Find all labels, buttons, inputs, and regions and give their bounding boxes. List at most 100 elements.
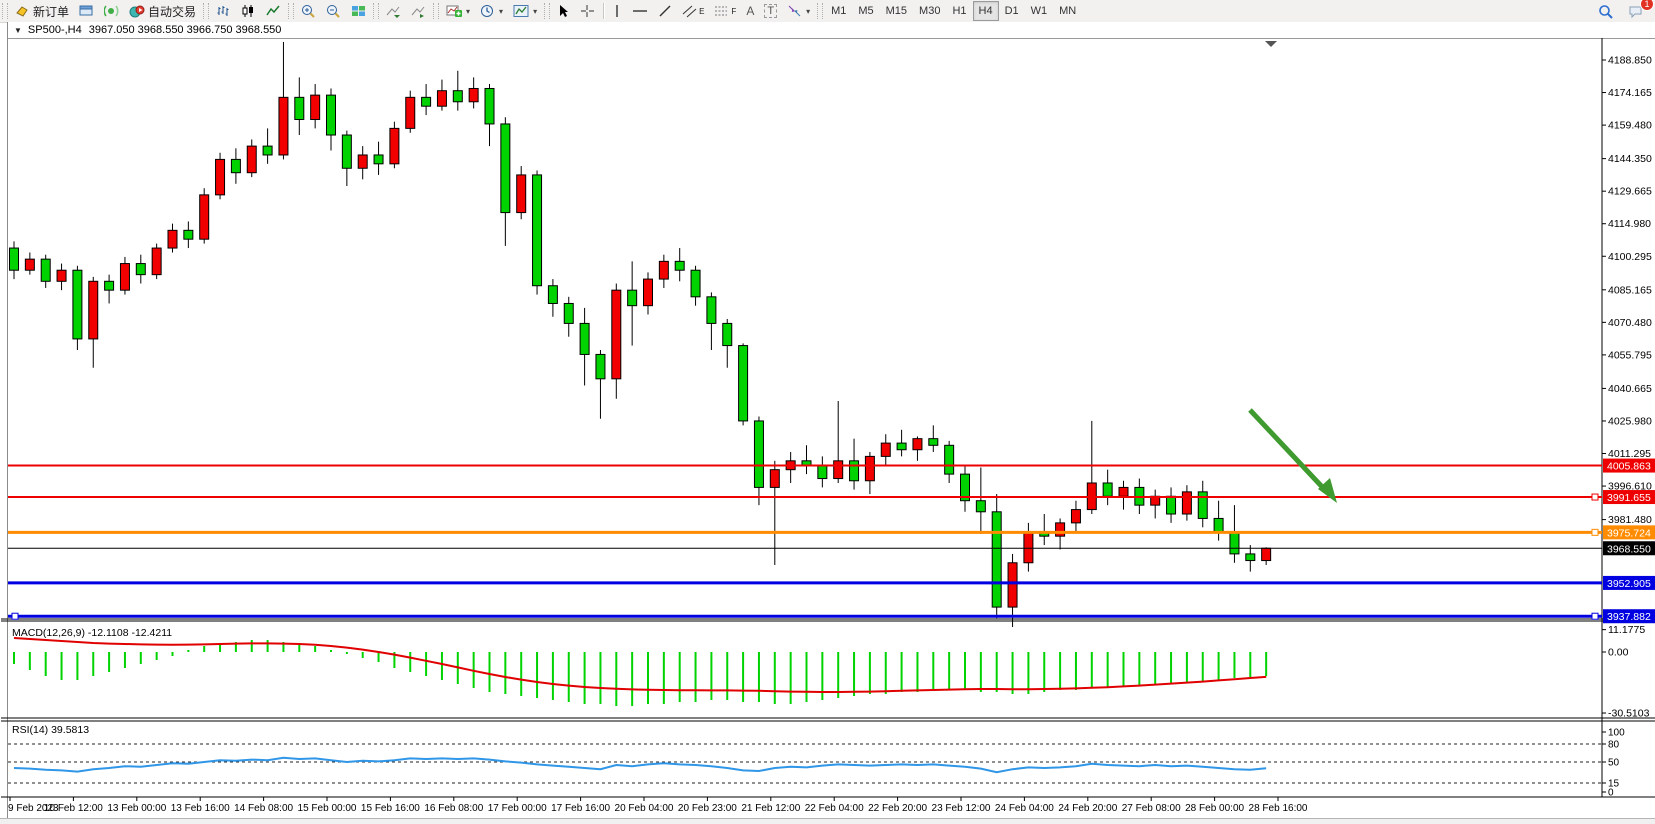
new-order-button[interactable]: 新订单 [10, 0, 74, 22]
candle-body [706, 296, 717, 324]
toolbar-grip[interactable] [2, 3, 8, 19]
tile-windows-button[interactable] [346, 0, 371, 22]
candle-body [611, 289, 622, 380]
candle-body [643, 278, 653, 307]
svg-text:100: 100 [1608, 728, 1625, 739]
search-icon [1598, 4, 1614, 19]
candle-body [88, 280, 99, 340]
price-badge-text: 3968.550 [1607, 543, 1651, 555]
text-label-button[interactable]: T [759, 0, 782, 22]
clock-icon [480, 4, 495, 18]
cursor-button[interactable] [552, 0, 575, 22]
timeframe-d1[interactable]: D1 [1004, 5, 1019, 17]
main-toolbar: 新订单 自动交易 [0, 0, 1655, 23]
chart-area[interactable]: 4188.850 4174.165 4159.480 4144.350 4129.665… [0, 38, 1655, 818]
svg-text:80: 80 [1608, 740, 1620, 751]
text-button[interactable]: A [741, 0, 759, 22]
zoom-in-button[interactable] [296, 0, 321, 22]
timeframe-m1[interactable]: M1 [831, 5, 847, 17]
indicators-button[interactable]: ▾ [441, 0, 475, 22]
arrows-button[interactable]: ▾ [782, 0, 815, 22]
auto-scroll-button[interactable] [381, 0, 406, 22]
bar-chart-icon [216, 4, 231, 18]
candle-body [246, 145, 257, 174]
svg-text:4011.295: 4011.295 [1608, 448, 1651, 460]
candlestick-button[interactable] [236, 0, 261, 22]
timeframe-m30[interactable]: M30 [919, 5, 941, 17]
candle-body [738, 345, 749, 422]
svg-text:0.00: 0.00 [1608, 647, 1629, 659]
down-arrow-object[interactable] [1248, 408, 1337, 503]
price-scale: 4188.850 4174.165 4159.480 4144.350 4129.665… [1602, 55, 1652, 526]
chart-shift-button[interactable] [406, 0, 431, 22]
templates-caret-icon: ▾ [533, 6, 538, 16]
svg-text:3996.610: 3996.610 [1608, 481, 1652, 493]
one-click-collapse-icon[interactable]: ▼ [14, 25, 22, 35]
timeframe-m5[interactable]: M5 [858, 5, 874, 17]
crosshair-button[interactable] [575, 0, 600, 22]
bar-chart-button[interactable] [211, 0, 236, 22]
timeframe-mn[interactable]: MN [1059, 5, 1077, 17]
candle-body [389, 127, 400, 165]
time-label: 20 Feb 04:00 [615, 803, 674, 814]
vertical-line-button[interactable] [607, 0, 627, 22]
candle-body [1166, 495, 1177, 515]
timeframe-h4[interactable]: H4 [972, 1, 999, 21]
candle-body [40, 258, 51, 282]
chart-symbol-period: SP500-,H4 [27, 24, 82, 36]
svg-text:50: 50 [1608, 758, 1620, 769]
line-chart-button[interactable] [261, 0, 286, 22]
auto-trading-button[interactable]: 自动交易 [124, 0, 201, 22]
chart-window-icon [79, 4, 94, 18]
time-label: 22 Feb 20:00 [868, 803, 927, 814]
svg-text:0: 0 [1608, 788, 1614, 799]
channel-button[interactable]: E [677, 0, 709, 22]
svg-text:4040.665: 4040.665 [1608, 383, 1652, 395]
time-label: 13 Feb 16:00 [171, 803, 230, 814]
template-icon [513, 4, 529, 18]
time-label: 28 Feb 00:00 [1185, 803, 1244, 814]
fibonacci-button[interactable]: F [709, 0, 741, 22]
line-handle[interactable] [1591, 528, 1599, 536]
candle-body [262, 145, 273, 156]
trendline-button[interactable] [653, 0, 677, 22]
search-button[interactable] [1593, 0, 1619, 22]
auto-trading-icon [129, 4, 145, 18]
timeframe-h1[interactable]: H1 [952, 5, 967, 17]
notifications-button[interactable]: 1 [1623, 0, 1654, 22]
svg-text:4025.980: 4025.980 [1608, 415, 1652, 427]
periods-caret-icon: ▾ [499, 6, 504, 16]
svg-text:4085.165: 4085.165 [1608, 284, 1652, 296]
svg-text:3981.480: 3981.480 [1608, 514, 1652, 526]
candle-body [294, 96, 305, 121]
candle-body [421, 96, 432, 107]
candle-body [864, 455, 875, 482]
zoom-out-button[interactable] [321, 0, 346, 22]
candle-body [167, 229, 178, 249]
candle-body [1245, 553, 1256, 562]
line-handle[interactable] [1591, 493, 1599, 501]
signals-button[interactable] [99, 0, 124, 22]
periods-button[interactable]: ▾ [475, 0, 508, 22]
templates-button[interactable]: ▾ [508, 0, 542, 22]
svg-text:4070.480: 4070.480 [1608, 317, 1652, 329]
timeframe-m15[interactable]: M15 [885, 5, 908, 17]
price-badge [1603, 525, 1655, 540]
candle-body [357, 154, 368, 169]
line-handle[interactable] [1591, 612, 1599, 620]
timeframe-w1[interactable]: W1 [1030, 5, 1048, 17]
chart-shift-marker[interactable] [1265, 41, 1277, 47]
line-handle[interactable] [11, 612, 19, 620]
candle-body [24, 258, 35, 271]
candle-body [1007, 562, 1018, 608]
svg-text:-30.5103: -30.5103 [1608, 708, 1650, 720]
candle-body [833, 460, 844, 480]
price-badge-text: 4005.863 [1607, 461, 1651, 473]
horizontal-line-button[interactable] [627, 0, 653, 22]
candle-body [1023, 531, 1034, 564]
crosshair-icon [580, 4, 595, 18]
candle-body [151, 247, 162, 276]
charts-button[interactable] [74, 0, 99, 22]
auto-trading-label: 自动交易 [148, 4, 197, 19]
